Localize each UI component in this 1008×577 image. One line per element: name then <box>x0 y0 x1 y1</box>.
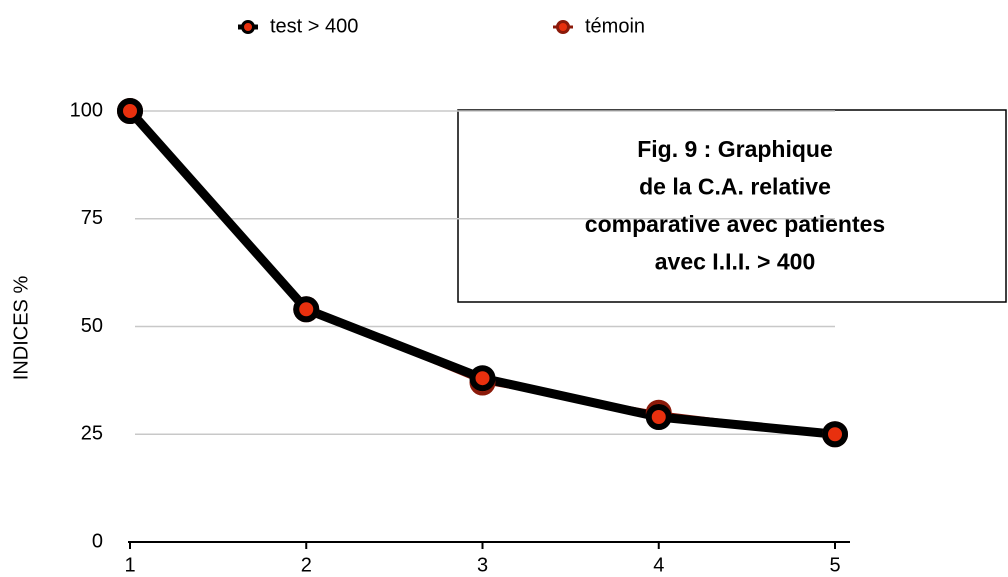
x-tick-label: 2 <box>301 554 312 576</box>
x-tick-label: 1 <box>124 554 135 576</box>
marker <box>822 421 848 448</box>
marker <box>293 296 320 323</box>
y-axis-title: INDICES % <box>10 276 32 381</box>
annotation-line: avec I.I.I. > 400 <box>655 249 815 275</box>
marker <box>117 98 143 124</box>
legend-label: témoin <box>585 15 645 37</box>
y-tick-label: 100 <box>70 99 103 121</box>
y-tick-label: 25 <box>81 423 103 445</box>
annotation-line: Fig. 9 : Graphique <box>637 136 833 162</box>
y-tick-label: 75 <box>81 207 103 229</box>
legend-label: test > 400 <box>270 15 358 37</box>
legend-marker <box>556 20 570 34</box>
marker <box>469 365 496 392</box>
x-tick-label: 4 <box>653 554 664 576</box>
legend-marker <box>241 20 255 34</box>
annotation-line: de la C.A. relative <box>639 174 831 200</box>
y-tick-label: 0 <box>92 530 103 552</box>
marker <box>645 404 672 431</box>
annotation-line: comparative avec patientes <box>585 211 885 237</box>
x-tick-label: 3 <box>477 554 488 576</box>
x-tick-label: 5 <box>829 554 840 576</box>
annotation-box <box>457 109 1007 303</box>
y-tick-label: 50 <box>81 315 103 337</box>
